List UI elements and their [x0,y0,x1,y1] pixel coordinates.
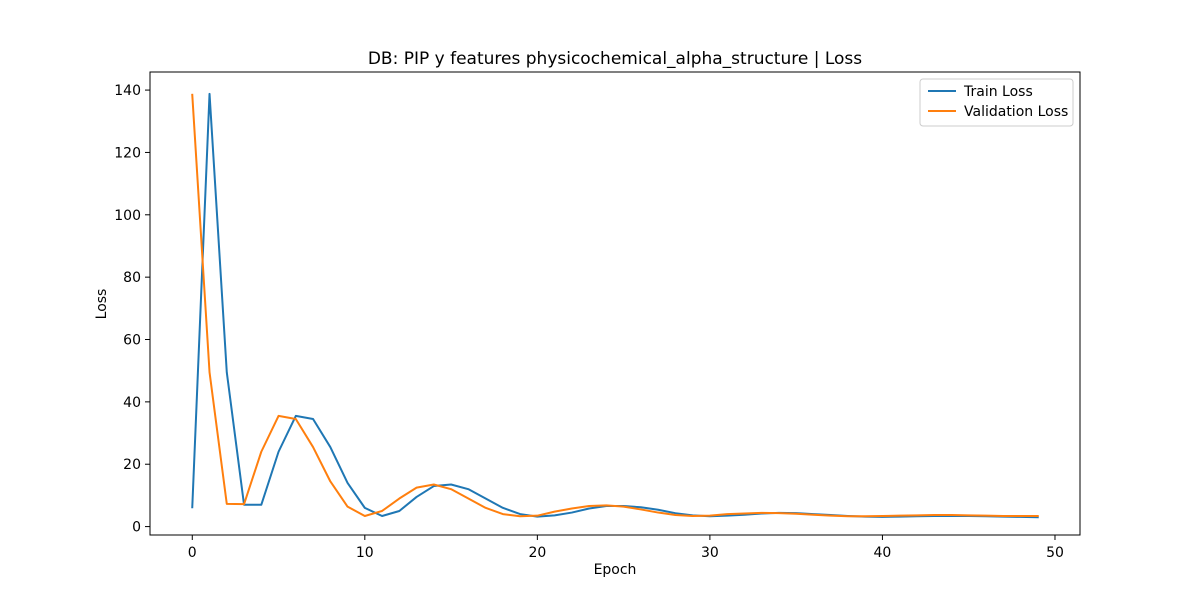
y-tick-label: 60 [123,333,141,349]
y-tick-label: 100 [114,208,141,224]
x-tick-label: 10 [356,545,374,561]
y-tick-label: 40 [123,395,141,411]
y-tick-label: 140 [114,83,141,99]
chart-title: DB: PIP y features physicochemical_alpha… [368,49,862,69]
legend-label-train-loss: Train Loss [963,84,1033,100]
x-tick-label: 30 [701,545,719,561]
y-axis-label: Loss [94,289,110,320]
series-line-validation-loss [191,93,1039,518]
x-tick-label: 40 [874,545,892,561]
x-tick-label: 50 [1046,545,1064,561]
axes-frame [149,71,1081,536]
legend: Train Loss Validation Loss [919,78,1074,127]
y-tick-label: 0 [132,520,141,536]
x-tick-label: 0 [188,545,197,561]
y-tick-label: 20 [123,457,141,473]
legend-label-validation-loss: Validation Loss [964,104,1068,120]
x-axis-label: Epoch [594,562,637,578]
x-tick-label: 20 [528,545,546,561]
y-tick-label: 120 [114,145,141,161]
series-line-train-loss [191,92,1039,519]
y-tick-label: 80 [123,270,141,286]
legend-box [919,78,1074,127]
plot-area: 0 10 20 30 40 50 0 20 40 60 80 100 120 140 [114,71,1081,561]
